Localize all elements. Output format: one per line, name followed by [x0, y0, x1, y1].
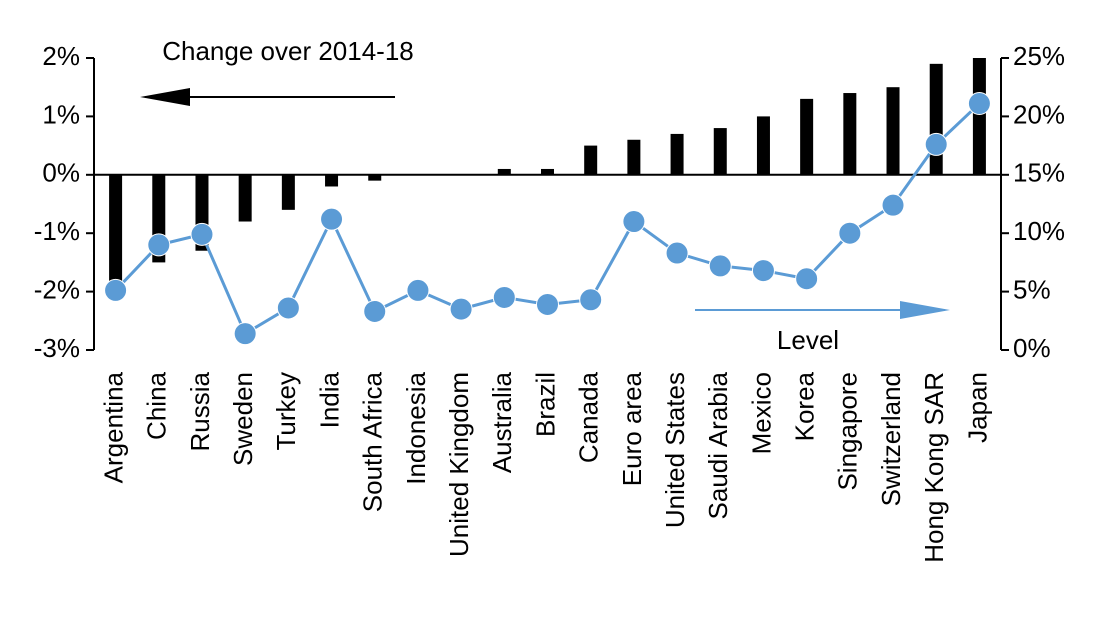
x-tick-label: China [142, 371, 172, 439]
x-tick-label: Indonesia [401, 371, 431, 484]
x-tick-label: Switzerland [876, 372, 906, 506]
marker [536, 292, 559, 316]
y-tick-label: -3% [34, 333, 80, 363]
y2-tick-label: 10% [1013, 216, 1065, 246]
y2-tick-label: 20% [1013, 99, 1065, 129]
marker [622, 210, 646, 234]
bar [238, 174, 252, 222]
x-tick-label: India [314, 371, 344, 428]
x-tick-label: United States [660, 372, 690, 528]
marker [449, 297, 473, 321]
marker [751, 259, 775, 283]
x-tick-label: Argentina [98, 371, 128, 483]
marker [924, 132, 948, 156]
bar [281, 174, 295, 210]
y2-tick-label: 0% [1013, 333, 1051, 363]
x-tick-label: Korea [790, 371, 820, 441]
bar [109, 174, 123, 286]
x-tick-label: Saudi Arabia [703, 371, 733, 519]
x-tick-label: Brazil [530, 372, 560, 437]
y-tick-label: 1% [42, 99, 80, 129]
marker [233, 322, 257, 346]
marker [967, 92, 991, 116]
marker [406, 278, 430, 302]
y2-tick-label: 5% [1013, 274, 1051, 304]
bar [972, 58, 986, 175]
marker [881, 193, 905, 217]
x-tick-label: South Africa [358, 371, 388, 512]
y-tick-label: -1% [34, 216, 80, 246]
bar [541, 168, 554, 175]
x-tick-label: Hong Kong SAR [919, 372, 949, 563]
bar [497, 168, 511, 175]
x-tick-label: Euro area [617, 371, 647, 486]
x-tick-label: Mexico [746, 372, 776, 454]
y-tick-label: 0% [42, 158, 80, 188]
y-tick-label: 2% [42, 41, 80, 71]
bar [670, 133, 684, 175]
marker [320, 207, 344, 231]
bar [368, 174, 382, 181]
x-tick-label: United Kingdom [444, 372, 474, 557]
marker [708, 254, 732, 278]
bar [713, 128, 727, 175]
y2-tick-label: 25% [1013, 41, 1065, 71]
x-tick-label: Singapore [833, 372, 863, 491]
marker [579, 288, 603, 312]
marker [838, 221, 862, 245]
bar [756, 116, 770, 175]
marker [795, 267, 819, 291]
annotation: Change over 2014-18 [162, 36, 414, 66]
annotation: Level [777, 325, 839, 355]
x-tick-label: Canada [574, 371, 604, 463]
y2-tick-label: 15% [1013, 158, 1065, 188]
marker [147, 233, 171, 257]
marker [492, 285, 516, 309]
x-tick-label: Russia [185, 371, 215, 451]
x-tick-label: Australia [487, 371, 517, 473]
bar [929, 63, 943, 175]
marker [190, 222, 214, 246]
bar [886, 87, 900, 175]
bar [584, 145, 598, 175]
bar [325, 174, 339, 187]
bar [800, 98, 814, 175]
x-tick-label: Sweden [228, 372, 258, 466]
marker [104, 278, 128, 302]
x-tick-label: Turkey [271, 372, 301, 451]
marker [276, 296, 300, 320]
bar [843, 93, 857, 175]
marker [665, 241, 689, 265]
y-tick-label: -2% [34, 274, 80, 304]
bar [627, 139, 641, 175]
x-tick-label: Japan [962, 372, 992, 443]
marker [363, 299, 387, 323]
